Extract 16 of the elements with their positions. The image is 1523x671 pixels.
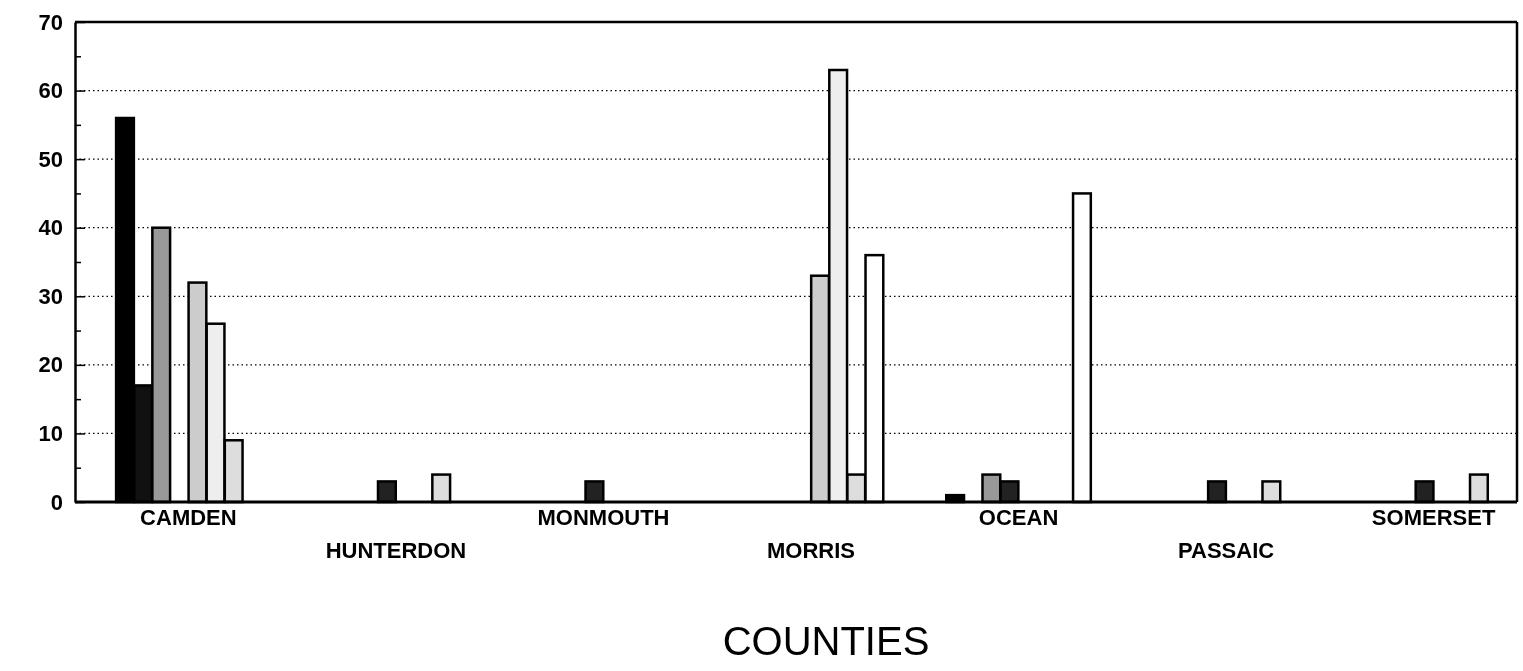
- y-tick-label: 50: [38, 146, 63, 172]
- x-tick-label: MORRIS: [767, 537, 855, 563]
- y-tick-label: 20: [38, 352, 63, 378]
- x-tick-label: SOMERSET: [1371, 504, 1496, 530]
- y-tick-label: 60: [38, 78, 63, 104]
- x-tick-label: OCEAN: [978, 504, 1059, 530]
- x-axis-title: COUNTIES: [722, 619, 930, 663]
- x-tick-label: PASSAIC: [1177, 537, 1275, 563]
- y-tick-label: 30: [38, 283, 63, 309]
- y-tick-label: 70: [38, 9, 63, 35]
- y-tick-label: 40: [38, 215, 63, 241]
- x-tick-label: CAMDEN: [140, 504, 237, 530]
- y-tick-label: 10: [38, 420, 63, 446]
- y-tick-label: 0: [50, 489, 63, 515]
- x-tick-label: HUNTERDON: [325, 537, 467, 563]
- x-tick-label: MONMOUTH: [537, 504, 670, 530]
